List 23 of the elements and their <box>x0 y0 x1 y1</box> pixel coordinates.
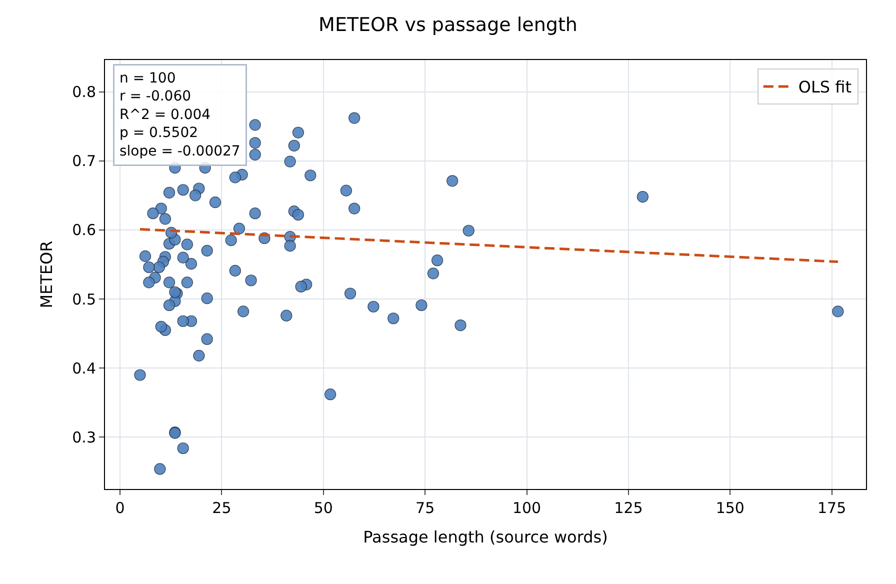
annotation: R^2 = 0.004 <box>120 106 211 123</box>
x-tick-label: 125 <box>614 499 643 517</box>
x-axis-title: Passage length (source words) <box>363 528 608 547</box>
x-tick-label: 100 <box>512 499 542 517</box>
chart-title: METEOR vs passage length <box>318 14 578 36</box>
annotation: p = 0.5502 <box>120 125 198 142</box>
y-tick-label: 0.4 <box>72 359 96 378</box>
legend-label: OLS fit <box>798 78 852 97</box>
x-tick-label: 50 <box>314 499 333 517</box>
y-tick-label: 0.8 <box>72 83 96 102</box>
x-tick-label: 25 <box>212 499 232 517</box>
y-axis-title: METEOR <box>37 240 56 308</box>
y-tick-label: 0.5 <box>72 290 96 308</box>
y-tick-label: 0.6 <box>72 221 96 240</box>
annotation: slope = -0.00027 <box>120 143 240 160</box>
x-tick-label: 150 <box>716 499 744 517</box>
y-tick-label: 0.7 <box>72 152 96 170</box>
x-tick-label: 175 <box>818 499 846 517</box>
y-tick-label: 0.3 <box>72 428 96 446</box>
annotation: r = -0.060 <box>120 88 192 105</box>
x-tick-label: 75 <box>416 499 435 517</box>
x-tick-label: 0 <box>115 499 125 517</box>
annotation: n = 100 <box>120 70 176 86</box>
